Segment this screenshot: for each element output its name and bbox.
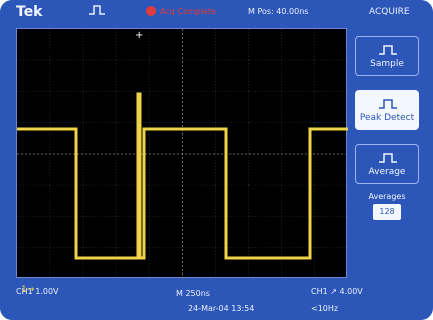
peak-detect-icon bbox=[379, 99, 397, 109]
status-bar: CH1 1.00V M 250ns 24-Mar-04 13:54 CH1 ↗ … bbox=[0, 280, 433, 320]
peak-detect-button[interactable]: Peak Detect bbox=[355, 90, 419, 130]
acq-status: Acq Complete bbox=[160, 7, 216, 16]
side-menu: Sample Peak Detect Average Averages 128 bbox=[349, 28, 429, 278]
average-button[interactable]: Average bbox=[355, 144, 419, 184]
ch1-scale: CH1 1.00V bbox=[16, 287, 59, 296]
status-indicator bbox=[146, 6, 156, 16]
horizontal-scale: M 250ns bbox=[176, 289, 210, 298]
sample-label: Sample bbox=[370, 59, 404, 69]
trace-ch1 bbox=[17, 92, 348, 260]
brand-logo: Tek bbox=[16, 4, 43, 20]
frequency-readout: <10Hz bbox=[311, 304, 339, 313]
date-time: 24-Mar-04 13:54 bbox=[188, 304, 255, 313]
channel-marker: 1→ bbox=[21, 285, 35, 295]
scope-screen: + 1→ bbox=[16, 28, 348, 295]
peak-detect-label: Peak Detect bbox=[359, 113, 415, 123]
top-bar: Tek Acq Complete M Pos: 40.00ns ACQUIRE bbox=[0, 0, 433, 26]
trigger-level: CH1 ↗ 4.00V bbox=[311, 287, 363, 296]
averages-label: Averages bbox=[368, 192, 406, 201]
average-icon bbox=[379, 153, 397, 163]
averages-value[interactable]: 128 bbox=[373, 204, 401, 220]
trigger-position-marker: + bbox=[135, 30, 143, 41]
sample-button[interactable]: Sample bbox=[355, 36, 419, 76]
sample-icon bbox=[379, 45, 397, 55]
waveform-svg: + bbox=[17, 29, 348, 279]
average-label: Average bbox=[368, 167, 406, 177]
acquire-title: ACQUIRE bbox=[369, 7, 410, 17]
trigger-icon bbox=[89, 5, 105, 15]
m-pos: M Pos: 40.00ns bbox=[248, 7, 309, 16]
